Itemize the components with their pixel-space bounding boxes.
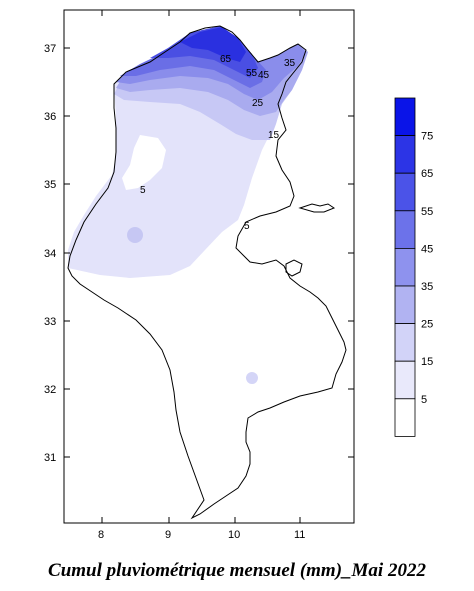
y-tick-32: 32 <box>44 384 56 396</box>
rain-spot-south <box>246 372 258 384</box>
legend-label: 45 <box>421 243 433 255</box>
y-tick-37: 37 <box>44 43 56 55</box>
no-rain-pocket <box>122 135 166 190</box>
y-tick-35: 35 <box>44 179 56 191</box>
legend-swatch <box>394 323 416 362</box>
contour-label-55: 55 <box>246 68 258 79</box>
x-tick-10: 10 <box>228 529 240 541</box>
legend-label: 75 <box>421 131 433 143</box>
legend-swatch <box>394 285 416 324</box>
contour-label-25: 25 <box>252 98 264 109</box>
legend-label: 55 <box>421 206 433 218</box>
legend-label: 15 <box>421 356 433 368</box>
legend-swatch <box>394 360 416 400</box>
contour-label-45: 45 <box>258 70 270 81</box>
legend-swatch <box>394 247 416 287</box>
legend-swatch <box>394 210 416 249</box>
map-caption: Cumul pluviométrique mensuel (mm)_Mai 20… <box>48 560 426 581</box>
contour-label-5-west: 5 <box>140 185 146 196</box>
contour-label-15: 15 <box>268 130 280 141</box>
legend-swatch <box>394 97 416 136</box>
y-tick-33: 33 <box>44 316 56 328</box>
x-tick-11: 11 <box>294 529 305 541</box>
legend-swatch <box>394 398 416 437</box>
x-axis: 8 9 10 11 <box>98 10 305 541</box>
x-tick-9: 9 <box>165 529 171 541</box>
rain-spot-west <box>127 227 143 243</box>
legend-label: 35 <box>421 281 433 293</box>
legend-swatch <box>394 172 416 212</box>
contour-label-5-east: 5 <box>244 221 250 232</box>
contour-label-35: 35 <box>284 58 296 69</box>
y-tick-31: 31 <box>44 452 56 464</box>
kerkennah-island <box>298 203 336 213</box>
legend-label: 65 <box>421 168 433 180</box>
legend-label: 5 <box>421 394 427 406</box>
contour-labels: 65 55 45 35 25 15 5 5 <box>140 54 296 232</box>
country-boundary <box>67 25 347 520</box>
x-tick-8: 8 <box>98 529 104 541</box>
legend-colorbar: 75 65 55 45 35 25 15 5 <box>394 97 433 437</box>
legend-label: 25 <box>421 319 433 331</box>
y-axis: 37 36 35 34 33 32 31 <box>44 43 354 464</box>
djerba-island <box>285 259 303 277</box>
legend-swatch <box>394 135 416 174</box>
rainfall-bands <box>68 26 308 384</box>
y-tick-36: 36 <box>44 111 56 123</box>
y-tick-34: 34 <box>44 248 56 260</box>
band-65-75 <box>180 27 246 62</box>
contour-label-65: 65 <box>220 54 232 65</box>
